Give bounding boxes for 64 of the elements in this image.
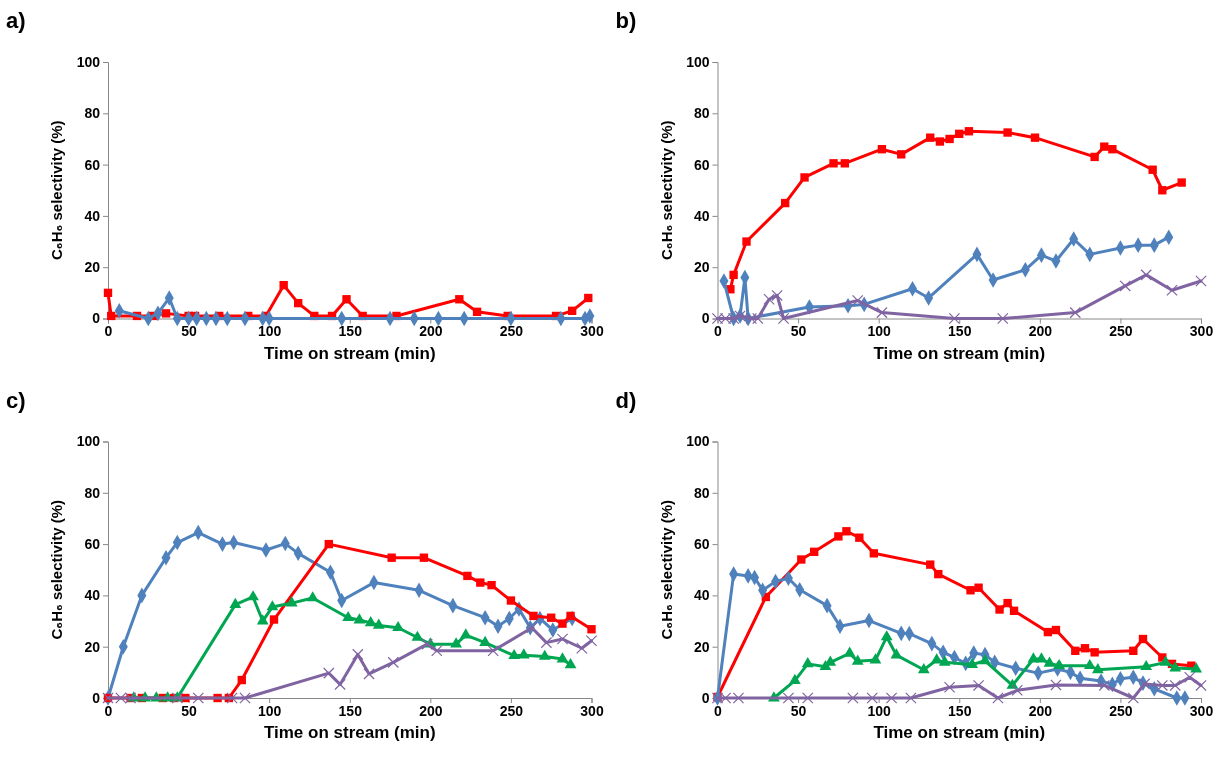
chart-title: b) — [615, 8, 637, 33]
y-tick-label: 60 — [693, 156, 710, 173]
x-tick-label: 250 — [499, 323, 524, 340]
x-tick-label: 250 — [1109, 702, 1133, 719]
y-tick-label: 60 — [693, 536, 710, 553]
x-tick-label: 300 — [1189, 702, 1214, 719]
x-axis-title: Time on stream (min) — [263, 723, 436, 742]
x-tick-label: 300 — [580, 323, 604, 340]
x-tick-label: 0 — [714, 323, 723, 340]
y-tick-label: 100 — [76, 433, 101, 450]
y-tick-label: 80 — [693, 484, 710, 501]
chart-title: d) — [615, 387, 637, 413]
y-tick-label: 20 — [693, 638, 710, 655]
x-tick-label: 200 — [1028, 702, 1053, 719]
y-axis-title: C₆H₆ selectivity (%) — [657, 500, 675, 640]
y-tick-label: 100 — [686, 53, 710, 70]
x-tick-label: 100 — [257, 323, 282, 340]
y-tick-label: 80 — [84, 105, 101, 122]
y-axis-title: C₆H₆ selectivity (%) — [48, 500, 65, 640]
y-tick-label: 20 — [693, 259, 710, 276]
y-tick-label: 100 — [76, 53, 101, 70]
x-tick-label: 300 — [580, 702, 604, 719]
x-tick-label: 150 — [948, 702, 972, 719]
x-tick-label: 150 — [948, 323, 972, 340]
y-tick-label: 80 — [693, 105, 710, 122]
y-tick-label: 0 — [701, 689, 710, 706]
x-tick-label: 250 — [499, 702, 524, 719]
x-tick-label: 0 — [714, 702, 723, 719]
y-tick-label: 20 — [84, 259, 101, 276]
y-tick-label: 0 — [92, 310, 101, 327]
x-tick-label: 0 — [104, 323, 113, 340]
x-tick-label: 100 — [257, 702, 282, 719]
y-tick-label: 0 — [92, 689, 101, 706]
y-tick-label: 0 — [701, 310, 710, 327]
x-tick-label: 50 — [181, 323, 198, 340]
x-tick-label: 100 — [867, 702, 892, 719]
x-tick-label: 0 — [104, 702, 113, 719]
y-tick-label: 100 — [686, 433, 710, 450]
x-axis-title: Time on stream (min) — [263, 343, 436, 363]
x-tick-label: 200 — [1028, 323, 1053, 340]
chart-title: a) — [6, 8, 26, 33]
y-tick-label: 40 — [84, 587, 101, 604]
y-tick-label: 60 — [84, 156, 101, 173]
y-tick-label: 60 — [84, 536, 101, 553]
x-tick-label: 50 — [790, 323, 807, 340]
y-tick-label: 40 — [693, 207, 710, 224]
x-tick-label: 150 — [338, 323, 363, 340]
x-tick-label: 50 — [181, 702, 198, 719]
x-axis-title: Time on stream (min) — [873, 723, 1046, 742]
y-axis-title: C₆H₆ selectivity (%) — [657, 120, 675, 260]
x-tick-label: 300 — [1189, 323, 1214, 340]
x-tick-label: 100 — [867, 323, 892, 340]
x-tick-label: 150 — [338, 702, 363, 719]
x-tick-label: 250 — [1109, 323, 1133, 340]
x-axis-title: Time on stream (min) — [873, 343, 1046, 363]
x-tick-label: 200 — [419, 323, 443, 340]
y-axis-title: C₆H₆ selectivity (%) — [48, 120, 65, 260]
y-tick-label: 20 — [84, 638, 101, 655]
y-tick-label: 40 — [693, 587, 710, 604]
chart-title: c) — [6, 387, 26, 413]
y-tick-label: 40 — [84, 207, 101, 224]
y-tick-label: 80 — [84, 484, 101, 501]
x-tick-label: 200 — [419, 702, 443, 719]
x-tick-label: 50 — [790, 702, 807, 719]
